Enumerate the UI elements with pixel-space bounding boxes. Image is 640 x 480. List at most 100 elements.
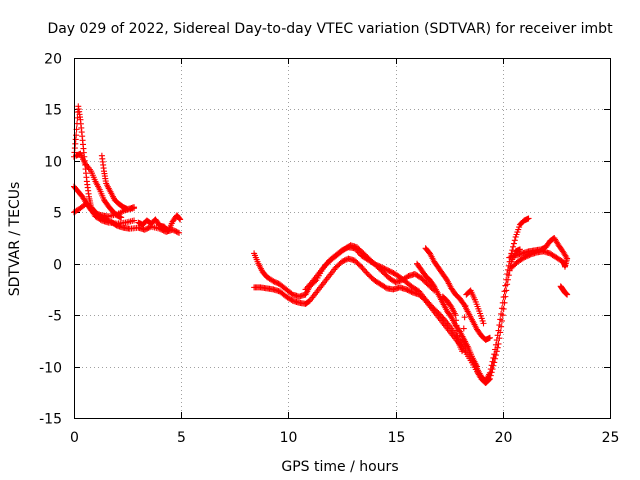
data-point: [131, 204, 138, 211]
data-point: [288, 290, 295, 297]
series-trace-l: [439, 287, 487, 355]
data-point: [274, 280, 281, 287]
data-point: [523, 253, 530, 260]
data-point: [131, 217, 138, 224]
data-point: [491, 359, 498, 366]
x-axis-label: GPS time / hours: [281, 459, 398, 475]
data-point: [480, 320, 487, 327]
data-point: [342, 256, 349, 263]
data-point: [74, 114, 81, 121]
data-point: [525, 215, 532, 222]
data-point: [288, 296, 295, 303]
data-point: [176, 229, 183, 236]
data-point: [405, 287, 412, 294]
data-point: [525, 252, 532, 259]
data-point: [387, 268, 394, 275]
data-point: [362, 268, 369, 275]
data-point: [561, 262, 568, 269]
data-point: [492, 355, 499, 362]
data-point: [382, 266, 389, 273]
series-trace-j: [422, 245, 493, 343]
data-point: [487, 372, 494, 379]
data-point: [169, 226, 176, 233]
data-point: [359, 265, 366, 272]
data-point: [509, 247, 516, 254]
data-point: [504, 281, 511, 288]
data-point: [496, 335, 503, 342]
data-point: [460, 325, 467, 332]
data-point: [305, 283, 312, 290]
data-point: [461, 314, 468, 321]
data-point: [360, 266, 367, 273]
data-point: [504, 276, 511, 283]
data-point: [500, 305, 507, 312]
data-point: [453, 317, 460, 324]
data-point: [526, 252, 533, 259]
data-point: [454, 332, 461, 339]
data-point: [404, 273, 411, 280]
data-point: [503, 287, 510, 294]
y-tick-label: -5: [48, 309, 62, 325]
data-point: [176, 215, 183, 222]
data-point: [172, 228, 179, 235]
data-point: [488, 369, 495, 376]
y-tick-label: 0: [53, 258, 62, 274]
data-point: [386, 268, 393, 275]
data-point: [177, 216, 184, 223]
y-tick-label: 15: [44, 103, 62, 119]
data-point: [501, 299, 508, 306]
y-tick-label: 20: [44, 52, 62, 68]
data-point: [453, 327, 460, 334]
data-point: [510, 243, 517, 250]
plot-area-border: [74, 58, 611, 419]
data-point: [453, 322, 460, 329]
data-point: [459, 348, 466, 355]
series-trace-f: [135, 212, 184, 234]
y-tick-label: -10: [39, 361, 62, 377]
data-point: [492, 352, 499, 359]
data-point: [494, 344, 501, 351]
grid-lines: [74, 58, 610, 418]
data-point: [270, 278, 277, 285]
data-point: [505, 272, 512, 279]
data-point: [339, 258, 345, 265]
data-point: [498, 317, 505, 324]
data-point: [486, 334, 493, 341]
data-point: [490, 362, 497, 369]
y-tick-label: 5: [53, 206, 62, 222]
data-point: [404, 287, 411, 294]
data-point: [306, 282, 313, 289]
data-point: [452, 312, 459, 319]
y-tick-label: -15: [39, 412, 62, 428]
data-point: [357, 262, 364, 269]
data-point: [363, 269, 370, 276]
data-point: [173, 228, 180, 235]
data-point: [408, 288, 415, 295]
data-point: [519, 255, 526, 262]
data-point: [384, 266, 391, 273]
data-point: [144, 225, 151, 232]
y-tick-label: 10: [44, 155, 62, 171]
series-trace-i: [302, 242, 438, 294]
data-point: [522, 253, 529, 260]
data-point: [407, 288, 414, 295]
data-point: [272, 279, 279, 286]
data-point: [493, 348, 500, 355]
x-tick-label: 10: [280, 430, 298, 446]
data-point: [174, 229, 181, 236]
data-point: [489, 366, 496, 373]
data-point: [511, 237, 518, 244]
data-point: [421, 296, 428, 303]
series-trace-h: [251, 246, 523, 387]
data-point: [382, 284, 389, 291]
data-point: [510, 240, 517, 247]
data-point: [502, 293, 509, 300]
chart-title: Day 029 of 2022, Sidereal Day-to-day VTE…: [47, 21, 613, 37]
data-point: [474, 363, 481, 370]
x-tick-label: 20: [495, 430, 513, 446]
data-point: [302, 286, 309, 293]
data-point: [389, 269, 396, 276]
data-point: [486, 375, 493, 382]
data-point: [340, 258, 347, 265]
